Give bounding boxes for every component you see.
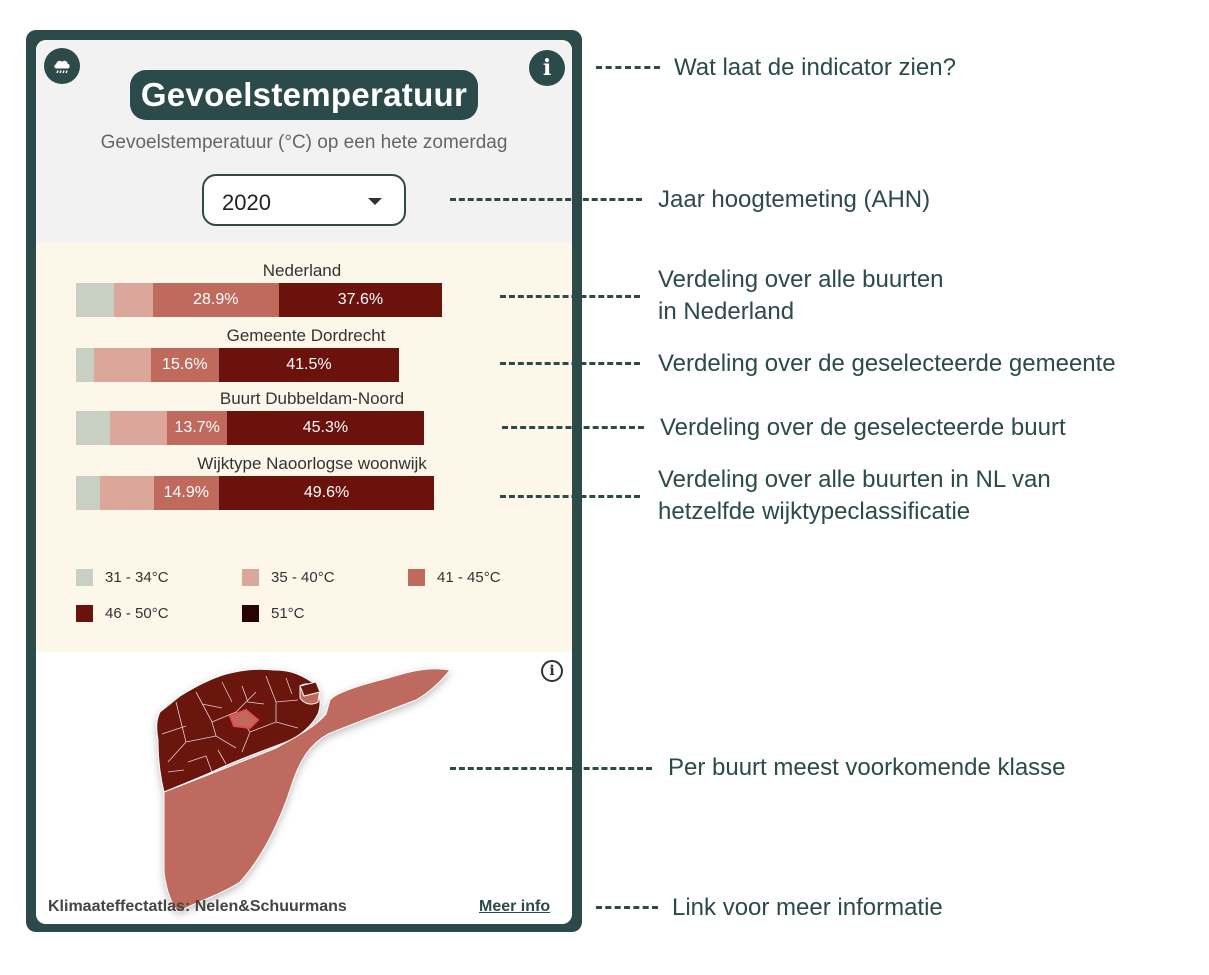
segment-label: 37.6% bbox=[337, 291, 384, 308]
indicator-title: Gevoelstemperatuur bbox=[130, 70, 478, 120]
map-borders bbox=[161, 675, 299, 773]
rain-cloud-icon bbox=[44, 48, 80, 84]
annotation-leader bbox=[450, 198, 642, 201]
row-label-nederland: Nederland bbox=[262, 261, 342, 280]
legend-label: 46 - 50°C bbox=[105, 605, 169, 622]
distribution-bar: 14.9% 49.6% bbox=[76, 476, 435, 510]
bar-segment: 37.6% bbox=[278, 283, 443, 317]
bar-segment bbox=[109, 411, 168, 445]
bar-segment: 49.6% bbox=[218, 476, 435, 510]
annotation-leader bbox=[596, 66, 660, 69]
bar-segment bbox=[76, 348, 95, 382]
legend-label: 51°C bbox=[271, 605, 305, 622]
row-label-wijktype: Wijktype Naoorlogse woonwijk bbox=[197, 454, 427, 473]
segment-label: 45.3% bbox=[302, 419, 349, 436]
bar-segment: 41.5% bbox=[218, 348, 400, 382]
annotation-indicator: Wat laat de indicator zien? bbox=[596, 52, 956, 84]
indicator-card: i Gevoelstemperatuur Gevoelstemperatuur … bbox=[26, 30, 582, 932]
annotation-nederland: Verdeling over alle buurten in Nederland bbox=[500, 264, 944, 328]
segment-label: 41.5% bbox=[286, 356, 332, 373]
segment-label: 13.7% bbox=[174, 419, 220, 436]
legend-swatch bbox=[76, 569, 93, 586]
year-select-value: 2020 bbox=[222, 190, 271, 215]
map-region-small[interactable] bbox=[299, 681, 321, 697]
legend-item: 51°C bbox=[242, 605, 305, 622]
bar-segment: 45.3% bbox=[226, 411, 424, 445]
legend-label: 31 - 34°C bbox=[105, 569, 169, 586]
bar-segment bbox=[114, 283, 153, 317]
annotation-leader bbox=[450, 767, 652, 770]
source-credit: Klimaateffectatlas: Nelen&Schuurmans bbox=[48, 898, 347, 915]
legend-item: 31 - 34°C bbox=[76, 569, 169, 586]
bar-segment bbox=[76, 411, 110, 445]
annotation-leader bbox=[500, 495, 640, 498]
segment-label: 28.9% bbox=[193, 291, 239, 308]
legend-swatch bbox=[242, 605, 259, 622]
meer-info-link[interactable]: Meer info bbox=[479, 898, 551, 915]
annotation-leader bbox=[596, 906, 658, 909]
bar-segment bbox=[100, 476, 154, 510]
segment-label: 49.6% bbox=[303, 484, 350, 501]
annotation-buurt: Verdeling over de geselecteerde buurt bbox=[502, 412, 1066, 444]
card-header: i Gevoelstemperatuur Gevoelstemperatuur … bbox=[36, 40, 572, 242]
legend-item: 46 - 50°C bbox=[76, 605, 169, 622]
indicator-subtitle: Gevoelstemperatuur (°C) op een hete zome… bbox=[100, 132, 508, 153]
annotation-map: Per buurt meest voorkomende klasse bbox=[450, 752, 1066, 784]
legend-label: 41 - 45°C bbox=[437, 569, 501, 586]
chevron-down-icon bbox=[368, 198, 382, 205]
distribution-bar: 15.6% 41.5% bbox=[76, 348, 400, 382]
segment-label: 14.9% bbox=[163, 484, 209, 501]
annotation-year: Jaar hoogtemeting (AHN) bbox=[450, 184, 930, 216]
row-label-gemeente: Gemeente Dordrecht bbox=[226, 326, 386, 345]
map-region-south[interactable] bbox=[163, 668, 451, 913]
row-label-buurt: Buurt Dubbeldam-Noord bbox=[219, 389, 405, 408]
legend-swatch bbox=[242, 569, 259, 586]
legend-swatch bbox=[408, 569, 425, 586]
bar-segment bbox=[76, 476, 101, 510]
map-info-icon[interactable]: i bbox=[541, 660, 563, 682]
legend-item: 41 - 45°C bbox=[408, 569, 501, 586]
annotation-leader bbox=[500, 295, 640, 298]
annotation-wijktype: Verdeling over alle buurten in NL van het… bbox=[500, 464, 1051, 528]
annotation-text: Link voor meer informatie bbox=[672, 894, 943, 921]
bar-segment bbox=[76, 283, 115, 317]
annotation-text: Per buurt meest voorkomende klasse bbox=[668, 754, 1066, 781]
annotation-gemeente: Verdeling over de geselecteerde gemeente bbox=[500, 348, 1116, 380]
bar-segment: 14.9% bbox=[153, 476, 219, 510]
annotation-text: Jaar hoogtemeting (AHN) bbox=[658, 186, 931, 213]
card-body: i Gevoelstemperatuur Gevoelstemperatuur … bbox=[36, 40, 572, 924]
bar-segment: 13.7% bbox=[167, 411, 227, 445]
annotation-text: Verdeling over alle buurten in NL van het… bbox=[658, 466, 1051, 525]
annotation-text: Verdeling over de geselecteerde buurt bbox=[660, 414, 1066, 441]
info-icon[interactable]: i bbox=[529, 50, 565, 86]
legend-swatch bbox=[76, 605, 93, 622]
bar-segment: 15.6% bbox=[150, 348, 219, 382]
bar-segment bbox=[94, 348, 151, 382]
distribution-bar: 13.7% 45.3% bbox=[76, 411, 424, 445]
distribution-bar: 28.9% 37.6% bbox=[76, 283, 443, 317]
distribution-panel: Nederland 28.9% 37.6% Gemeente Dordrecht … bbox=[36, 242, 572, 652]
legend-label: 35 - 40°C bbox=[271, 569, 335, 586]
map-region-north[interactable] bbox=[156, 668, 321, 793]
legend-item: 35 - 40°C bbox=[242, 569, 335, 586]
annotation-link: Link voor meer informatie bbox=[596, 892, 943, 924]
annotation-text: Verdeling over de geselecteerde gemeente bbox=[658, 350, 1116, 377]
annotation-text: Wat laat de indicator zien? bbox=[674, 54, 956, 81]
bar-segment: 28.9% bbox=[152, 283, 279, 317]
segment-label: 15.6% bbox=[162, 356, 208, 373]
map-svg[interactable] bbox=[36, 652, 572, 924]
selected-buurt-outline[interactable] bbox=[228, 708, 260, 730]
annotation-leader bbox=[502, 426, 644, 429]
annotation-leader bbox=[500, 362, 640, 365]
neighbourhood-map[interactable] bbox=[36, 652, 572, 924]
annotation-text: Verdeling over alle buurten in Nederland bbox=[658, 266, 944, 325]
year-select[interactable]: 2020 bbox=[202, 174, 406, 226]
